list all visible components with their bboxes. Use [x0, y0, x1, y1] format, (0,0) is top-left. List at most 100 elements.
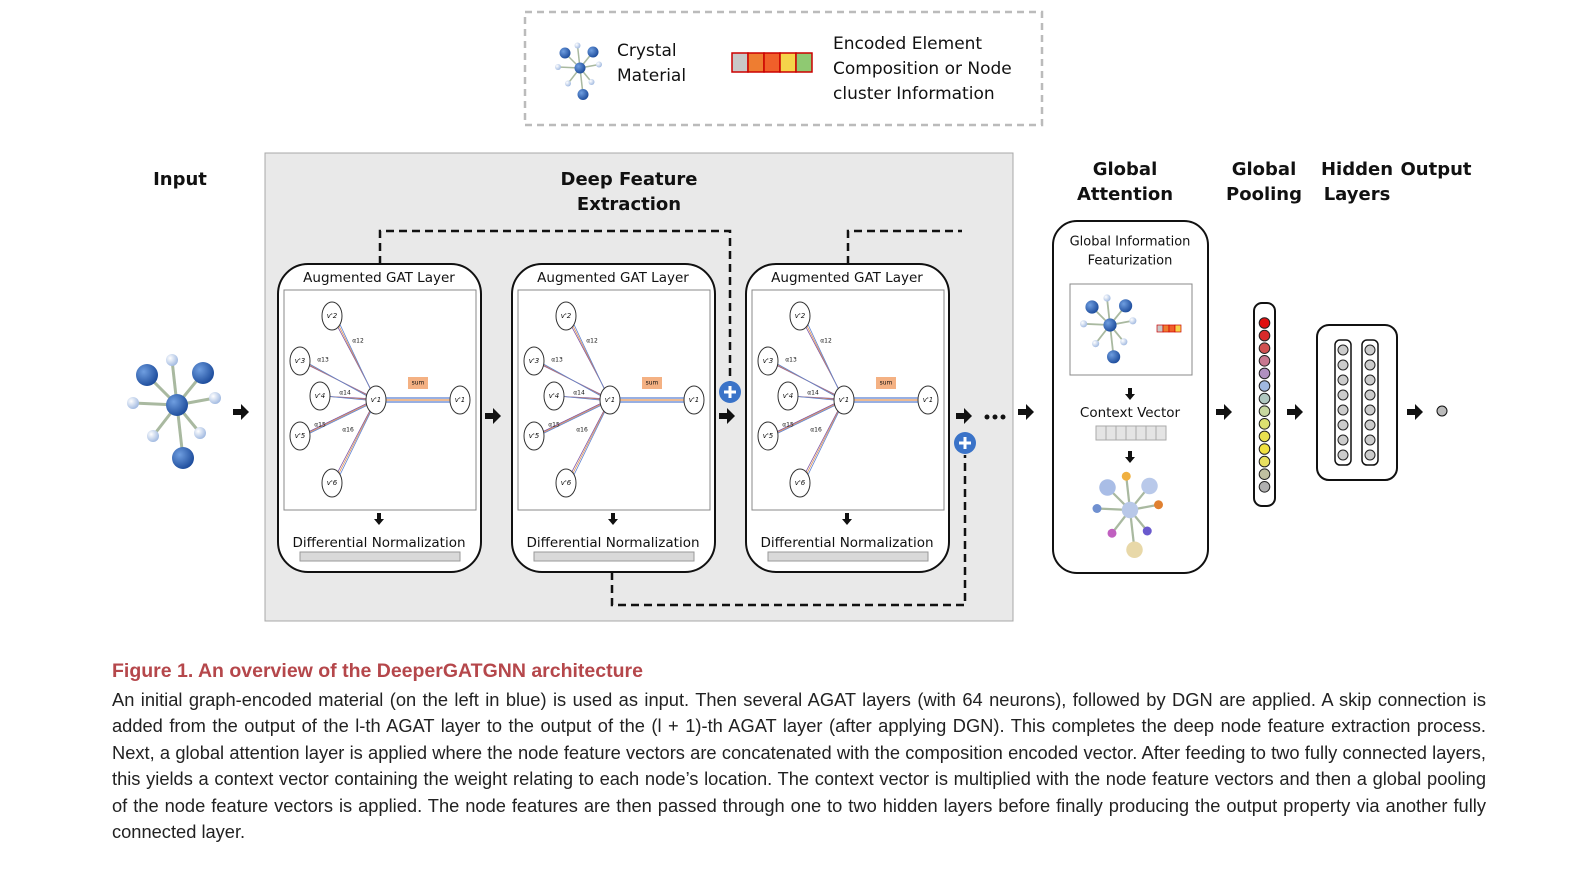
hidden-column [1361, 339, 1379, 466]
edge-label: α16 [576, 427, 588, 434]
atom [1121, 471, 1131, 481]
norm-bar [767, 551, 929, 562]
atom [574, 62, 586, 74]
edge-label: α12 [352, 338, 364, 345]
hidden-unit [1337, 389, 1349, 401]
hidden-unit [1364, 374, 1376, 386]
context-cell [1125, 425, 1137, 441]
edge [335, 315, 377, 402]
edge-label: α16 [810, 427, 822, 434]
norm-bar [533, 551, 695, 562]
legend-box [523, 10, 1044, 127]
edge [301, 399, 377, 437]
edge [769, 399, 845, 437]
undefined: Pooling [1226, 184, 1302, 205]
node [555, 301, 577, 331]
pool-unit [1258, 468, 1271, 481]
color-cell [747, 52, 765, 73]
pooling-vector [1253, 302, 1276, 507]
atom [166, 354, 178, 366]
node [543, 381, 565, 411]
hidden-unit [1364, 359, 1376, 371]
edge [331, 398, 377, 484]
atom [136, 364, 158, 386]
node [309, 381, 331, 411]
edge [803, 315, 845, 402]
atom [1092, 340, 1100, 348]
edge-label: α13 [785, 357, 797, 364]
color-cell [1168, 324, 1176, 333]
node-label: v'1 [371, 396, 382, 404]
arrow [956, 408, 972, 424]
node-label: v'6 [561, 479, 572, 487]
edge-label: α13 [551, 357, 563, 364]
context-cell [1115, 425, 1127, 441]
pool-unit [1258, 481, 1271, 493]
edge [537, 400, 611, 437]
atom [1103, 294, 1111, 302]
undefined: Hidden [1321, 159, 1393, 180]
node [599, 385, 621, 415]
atom [587, 46, 599, 58]
node-label: v'3 [529, 357, 540, 365]
node-label: v'2 [561, 312, 572, 320]
atom [555, 64, 561, 70]
hidden-unit [1337, 449, 1349, 461]
pool-unit [1258, 342, 1271, 355]
pool-unit [1258, 418, 1271, 430]
undefined: Material [617, 66, 686, 86]
sum-label: sum [646, 380, 659, 387]
atom [1080, 320, 1088, 328]
atom [1142, 526, 1152, 536]
arrow [1287, 404, 1303, 420]
node [757, 421, 779, 451]
node-label: v'2 [795, 312, 806, 320]
atom [565, 80, 571, 87]
hidden-unit [1337, 359, 1349, 371]
hidden-unit [1364, 434, 1376, 446]
arrow [1125, 451, 1135, 463]
pool-unit [1258, 355, 1271, 367]
node [757, 346, 779, 376]
edge [303, 360, 377, 402]
node [321, 468, 343, 498]
edge-label: α14 [339, 390, 351, 397]
norm-label: Differential Normalization [292, 535, 465, 551]
node-label: v'1 [605, 396, 616, 404]
atom [172, 447, 194, 469]
context-cell [1105, 425, 1117, 441]
pool-unit [1258, 455, 1271, 468]
atom [1103, 318, 1117, 332]
sum-label: sum [412, 380, 425, 387]
edge [799, 398, 845, 484]
edge-label: α14 [807, 390, 819, 397]
color-cell [731, 52, 749, 73]
edge [803, 400, 845, 484]
ellipsis-dot [992, 414, 998, 420]
atom [1126, 541, 1143, 558]
figure: Crystal Material Encoded Element Compositio… [127, 10, 1472, 622]
edge [335, 400, 377, 484]
atom [192, 362, 214, 384]
edge-label: α13 [317, 357, 329, 364]
hidden-unit [1337, 344, 1349, 356]
node [365, 385, 387, 415]
node-label: v'4 [315, 392, 326, 400]
hidden-unit [1337, 374, 1349, 386]
norm-bar [299, 551, 461, 562]
output-label: Output [1400, 159, 1471, 180]
atom [596, 61, 602, 68]
atom [1129, 317, 1137, 325]
sum-box [876, 377, 896, 389]
undefined: Featurization [1088, 254, 1173, 269]
hidden-unit [1364, 404, 1376, 416]
edge [537, 360, 611, 402]
add-sign [724, 386, 736, 398]
ellipsis-dot [984, 414, 990, 420]
ellipsis-dot [1000, 414, 1006, 420]
undefined: Extraction [577, 194, 681, 215]
hidden-unit [1364, 389, 1376, 401]
node [321, 301, 343, 331]
node [917, 385, 939, 415]
